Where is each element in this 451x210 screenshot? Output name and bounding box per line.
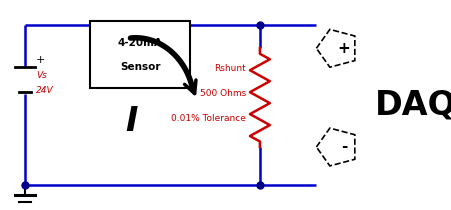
Polygon shape [316, 29, 354, 67]
Text: Sensor: Sensor [120, 62, 160, 72]
Text: +: + [337, 41, 350, 56]
Text: Rshunt: Rshunt [214, 64, 246, 73]
FancyBboxPatch shape [90, 21, 189, 88]
Text: 24V: 24V [36, 86, 54, 95]
Text: 0.01% Tolerance: 0.01% Tolerance [171, 114, 246, 123]
Polygon shape [316, 128, 354, 166]
Text: 500 Ohms: 500 Ohms [200, 89, 246, 98]
Text: I: I [124, 105, 137, 138]
Text: Vs: Vs [36, 71, 47, 80]
Text: +: + [36, 55, 46, 65]
Text: -: - [340, 139, 346, 155]
Text: 4-20mA: 4-20mA [117, 38, 162, 47]
Text: DAQ: DAQ [374, 88, 451, 122]
